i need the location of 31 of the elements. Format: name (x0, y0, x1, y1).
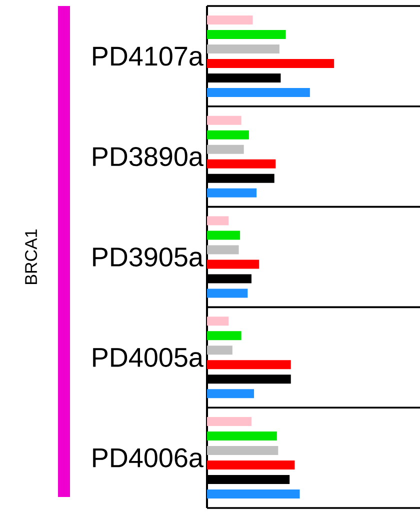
bar (207, 260, 260, 269)
bar (207, 230, 240, 240)
bar (207, 144, 244, 154)
bar (207, 389, 254, 398)
y-tick-label: PD4107a (93, 46, 204, 66)
y-tick-label: PD4005a (93, 348, 204, 367)
bar (207, 316, 229, 326)
bar (207, 331, 242, 340)
y-axis-title: BRCA1 (25, 230, 38, 284)
bar (207, 188, 257, 198)
bar (207, 245, 239, 254)
bar (207, 446, 278, 456)
bar (207, 58, 334, 68)
bar (207, 417, 252, 426)
y-tick-label: PD3905a (93, 247, 204, 267)
y-tick-label: PD4006a (93, 448, 204, 468)
bar (207, 30, 286, 39)
bar (207, 44, 280, 54)
bar (207, 432, 277, 441)
bar (207, 490, 300, 499)
bar (207, 116, 242, 125)
bar (207, 216, 229, 226)
bar (207, 88, 310, 97)
bar (207, 288, 248, 298)
y-tick-label: PD3890a (93, 147, 204, 166)
bar (207, 346, 232, 355)
bar (207, 15, 253, 24)
bar (207, 360, 291, 370)
bar (207, 159, 276, 168)
bar (207, 130, 249, 140)
bar (207, 460, 295, 470)
